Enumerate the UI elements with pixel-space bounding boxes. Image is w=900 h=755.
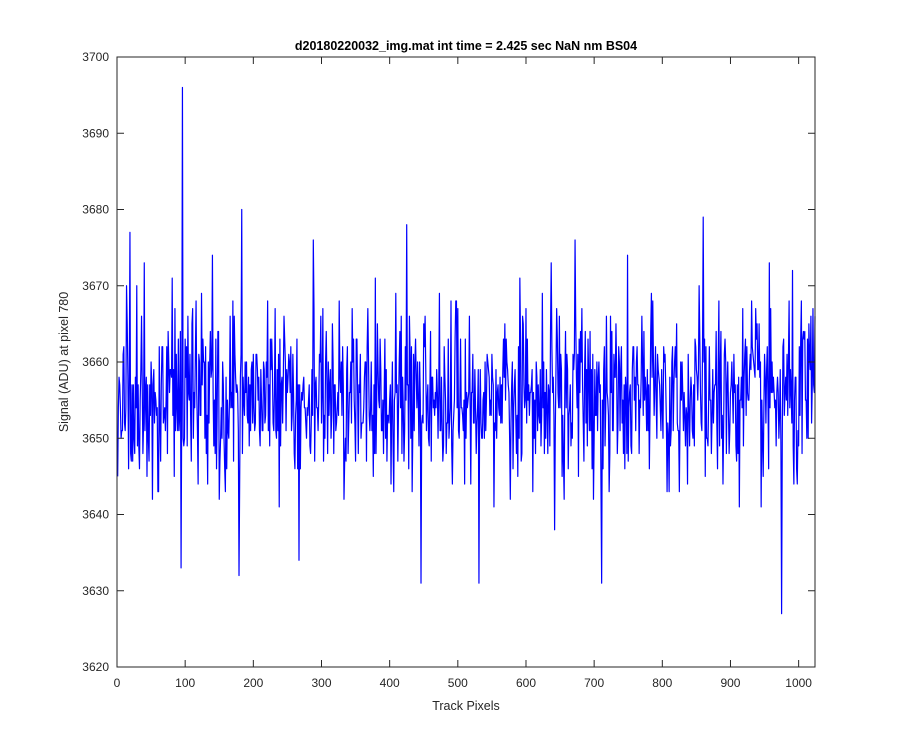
y-tick-label-3640: 3640 xyxy=(82,508,109,522)
x-tick-label-200: 200 xyxy=(243,676,263,690)
x-tick-label-600: 600 xyxy=(516,676,536,690)
x-tick-label-900: 900 xyxy=(720,676,740,690)
x-tick-label-500: 500 xyxy=(448,676,468,690)
y-tick-label-3620: 3620 xyxy=(82,660,109,674)
y-tick-label-3680: 3680 xyxy=(82,203,109,217)
x-tick-label-1000: 1000 xyxy=(785,676,812,690)
tick-layer xyxy=(116,56,815,668)
x-axis-label: Track Pixels xyxy=(432,699,500,713)
x-tick-label-100: 100 xyxy=(175,676,195,690)
x-tick-label-0: 0 xyxy=(114,676,121,690)
y-tick-label-3670: 3670 xyxy=(82,279,109,293)
series-line-0 xyxy=(117,86,816,615)
x-tick-label-800: 800 xyxy=(652,676,672,690)
y-tick-label-3630: 3630 xyxy=(82,584,109,598)
x-tick-label-700: 700 xyxy=(584,676,604,690)
y-axis-label: Signal (ADU) at pixel 780 xyxy=(57,292,71,432)
x-tick-label-400: 400 xyxy=(380,676,400,690)
series-layer xyxy=(117,86,816,615)
y-tick-label-3690: 3690 xyxy=(82,126,109,140)
x-tick-label-300: 300 xyxy=(311,676,331,690)
y-tick-label-3660: 3660 xyxy=(82,355,109,369)
y-tick-label-3700: 3700 xyxy=(82,50,109,64)
chart-title: d20180220032_img.mat int time = 2.425 se… xyxy=(295,39,637,53)
y-tick-label-3650: 3650 xyxy=(82,431,109,445)
tick-label-layer: 0 100 200 300 400 500 600 700 800 900 1000 3620 3630… xyxy=(82,50,812,690)
